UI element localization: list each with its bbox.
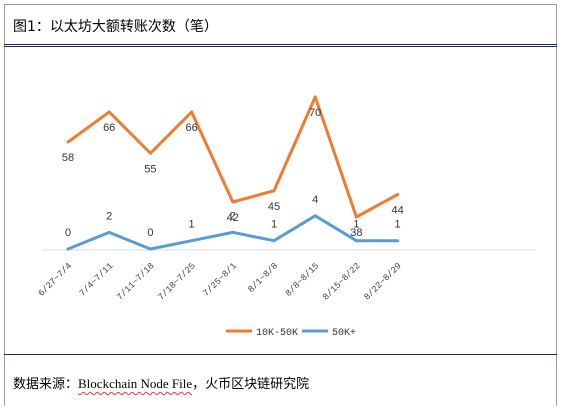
x-tick-label: 8/15~8/22	[321, 261, 362, 302]
x-tick-label: 7/4~7/11	[78, 261, 116, 299]
source-rule	[4, 354, 557, 355]
source-text-en: Blockchain Node File	[78, 376, 193, 391]
source-caption: 数据来源：Blockchain Node File，火币区块链研究院	[13, 373, 309, 392]
data-label: 1	[353, 219, 359, 231]
data-label: 45	[268, 201, 280, 213]
data-point	[148, 247, 152, 251]
data-point	[396, 239, 400, 243]
source-text-cn: ，火币区块链研究院	[192, 377, 310, 392]
data-label: 38	[350, 227, 362, 239]
x-tick-label: 8/1~8/8	[246, 261, 280, 295]
data-label: 55	[144, 163, 156, 175]
data-point	[107, 230, 111, 234]
data-label: 2	[230, 210, 236, 222]
data-label: 1	[271, 219, 277, 231]
figure-title-row: 图1：以太坊大额转账次数（笔）	[4, 4, 557, 44]
frame-top-border	[4, 4, 557, 5]
data-point	[66, 247, 70, 251]
data-label: 42	[227, 212, 239, 224]
data-point	[396, 193, 400, 196]
data-point	[313, 95, 317, 99]
data-point	[66, 140, 70, 144]
data-point	[354, 215, 358, 219]
x-tick-label: 8/8~8/15	[284, 261, 322, 299]
source-label: 数据来源：	[13, 377, 79, 392]
title-rule-top	[4, 44, 557, 45]
x-tick-label: 8/22~8/29	[362, 261, 403, 302]
frame-left-border	[4, 4, 5, 406]
data-label: 66	[185, 122, 197, 134]
data-point	[107, 110, 111, 114]
title-rule-bottom	[4, 46, 557, 47]
data-label: 0	[65, 227, 71, 239]
figure-frame: 图1：以太坊大额转账次数（笔） 58 66 55 66 42 45 70 38 44 0 2 0 1 2 1…	[4, 4, 557, 406]
data-point	[148, 151, 152, 155]
data-label: 1	[189, 219, 195, 231]
legend-label-2: 50K+	[332, 328, 356, 339]
data-label: 58	[62, 152, 74, 164]
series-line-1	[67, 95, 399, 219]
data-point	[231, 200, 235, 204]
data-label: 4	[312, 194, 318, 206]
data-point	[272, 239, 276, 243]
figure-title: 图1：以太坊大额转账次数（笔）	[13, 19, 218, 35]
frame-right-border	[556, 4, 557, 406]
data-label: 0	[147, 227, 153, 239]
x-tick-label: 7/25~8/1	[201, 261, 239, 299]
x-tick-label: 6/27~7/4	[36, 261, 74, 299]
data-point	[190, 110, 194, 114]
legend-label-1: 10K-50K	[256, 328, 298, 339]
data-label: 2	[106, 210, 112, 222]
x-tick-label: 7/11~7/18	[115, 261, 156, 302]
data-label: 44	[391, 205, 403, 217]
data-point	[190, 239, 194, 243]
data-point	[313, 214, 317, 218]
data-point	[272, 189, 276, 193]
data-point	[231, 230, 235, 234]
x-tick-label: 7/18~7/25	[156, 261, 197, 302]
data-point	[354, 239, 358, 243]
data-label: 66	[103, 122, 115, 134]
data-label: 1	[395, 219, 401, 231]
line-chart: 58 66 55 66 42 45 70 38 44 0 2 0 1 2 1 4 1 1 6/27~7/4 7/4~7…	[36, 95, 536, 339]
data-label: 70	[309, 107, 321, 119]
